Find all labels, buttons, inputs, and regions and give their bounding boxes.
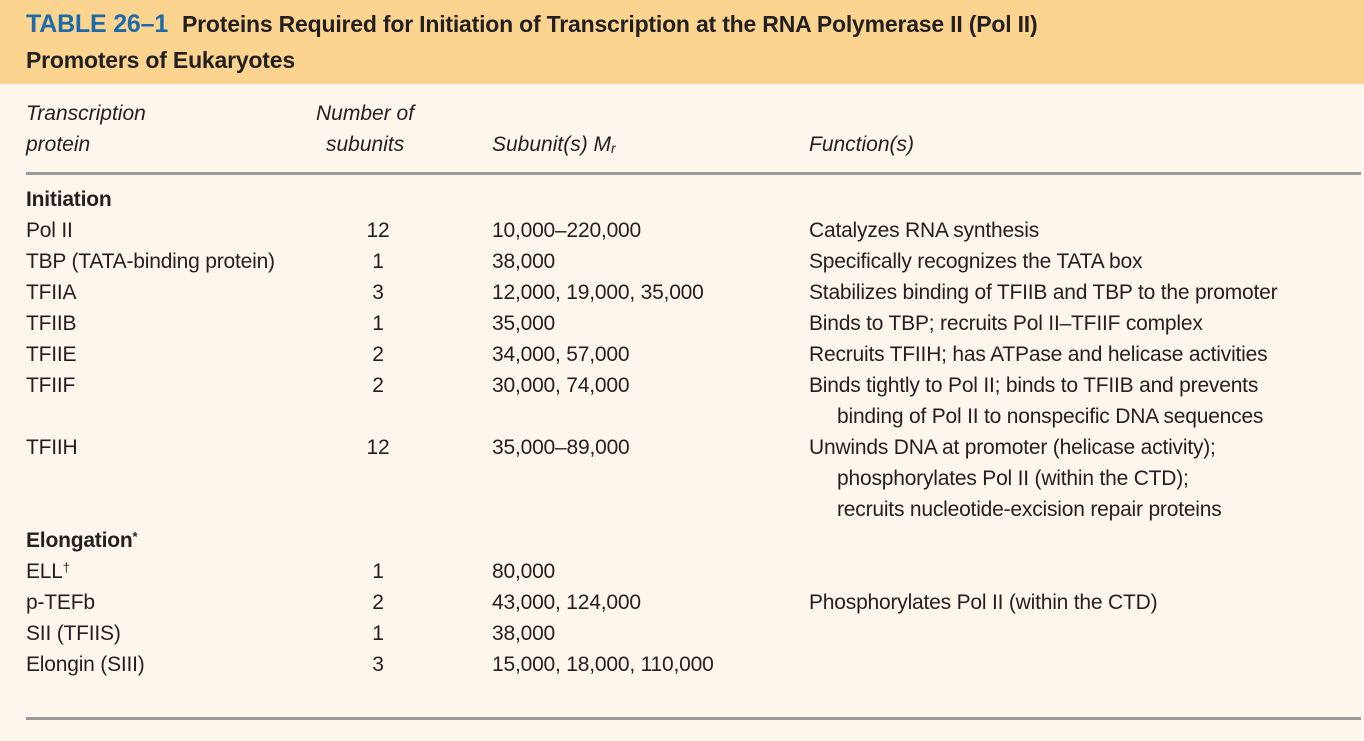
header-subunits: Number of subunits xyxy=(316,98,414,160)
protein-name: TFIIA xyxy=(26,281,77,304)
section-initiation: Initiation xyxy=(26,188,112,211)
table-row-function: Unwinds DNA at promoter (helicase activi… xyxy=(809,436,1216,459)
table-row-protein: TFIIF xyxy=(26,370,75,401)
table-row-function: Binds to TBP; recruits Pol II–TFIIF comp… xyxy=(809,312,1203,335)
table-row-subunits: 2 xyxy=(372,374,384,397)
header-mr-text: Subunit(s) M xyxy=(492,133,612,156)
table-title: TABLE 26–1 Proteins Required for Initiati… xyxy=(26,10,1038,39)
table-row-subunits: 12 xyxy=(366,219,390,242)
protein-name: TFIIF xyxy=(26,374,76,397)
protein-name: TFIIH xyxy=(26,436,78,459)
protein-name: p-TEFb xyxy=(26,591,95,614)
section-elongation-footnote-mark: * xyxy=(132,529,138,544)
table-row-mr: 10,000–220,000 xyxy=(492,219,642,242)
table-row-function: recruits nucleotide-excision repair prot… xyxy=(837,498,1222,521)
header-protein-line2: protein xyxy=(26,133,91,156)
table-row-mr: 34,000, 57,000 xyxy=(492,343,630,366)
section-elongation-label: Elongation xyxy=(26,529,133,552)
table-row-protein: TFIIA xyxy=(26,277,77,308)
table-row-subunits: 3 xyxy=(372,653,384,676)
table-row-protein: SII (TFIIS) xyxy=(26,618,121,649)
table-row-mr: 30,000, 74,000 xyxy=(492,374,630,397)
header-subunits-line1: Number of xyxy=(316,102,415,125)
table-row-mr: 15,000, 18,000, 110,000 xyxy=(492,653,714,676)
table-row-subunits: 1 xyxy=(372,250,384,273)
table-row-function: Binds tightly to Pol II; binds to TFIIB … xyxy=(809,374,1259,397)
table-row-function: Stabilizes binding of TFIIB and TBP to t… xyxy=(809,281,1278,304)
table-title-banner: TABLE 26–1 Proteins Required for Initiati… xyxy=(0,0,1364,84)
table-row-function: Phosphorylates Pol II (within the CTD) xyxy=(809,591,1158,614)
table-row-protein: Pol II xyxy=(26,215,73,246)
table-row-protein: TFIIH xyxy=(26,432,78,463)
protein-name: SII (TFIIS) xyxy=(26,622,121,645)
bottom-rule xyxy=(26,717,1361,720)
protein-footnote-mark: † xyxy=(62,560,70,575)
header-mr: Subunit(s) Mr xyxy=(492,129,616,160)
protein-name: Pol II xyxy=(26,219,73,242)
protein-name: Elongin (SIII) xyxy=(26,653,145,676)
table-title-line1: Proteins Required for Initiation of Tran… xyxy=(182,11,1038,37)
table-row-mr: 38,000 xyxy=(492,622,556,645)
table-row-mr: 38,000 xyxy=(492,250,556,273)
table-row-function: Catalyzes RNA synthesis xyxy=(809,219,1039,242)
table-row-mr: 80,000 xyxy=(492,560,556,583)
table-row-protein: TBP (TATA-binding protein) xyxy=(26,246,275,277)
header-mr-subscript: r xyxy=(611,140,616,156)
table-row-mr: 35,000–89,000 xyxy=(492,436,630,459)
table-row-function: phosphorylates Pol II (within the CTD); xyxy=(837,467,1189,490)
table-number: TABLE 26–1 xyxy=(26,10,169,38)
table-row-protein: TFIIB xyxy=(26,308,77,339)
header-subunits-line2: subunits xyxy=(326,133,405,156)
protein-name: TFIIB xyxy=(26,312,77,335)
table-row-subunits: 3 xyxy=(372,281,384,304)
header-function: Function(s) xyxy=(809,133,915,156)
header-protein: Transcription protein xyxy=(26,98,146,160)
table-row-mr: 43,000, 124,000 xyxy=(492,591,641,614)
table-row-subunits: 12 xyxy=(366,436,390,459)
table-row-mr: 12,000, 19,000, 35,000 xyxy=(492,281,704,304)
table-row-protein: Elongin (SIII) xyxy=(26,649,145,680)
table-row-subunits: 1 xyxy=(372,312,384,335)
table-row-protein: ELL† xyxy=(26,556,70,587)
table-title-line2: Promoters of Eukaryotes xyxy=(26,47,295,73)
table-row-function: Recruits TFIIH; has ATPase and helicase … xyxy=(809,343,1268,366)
protein-name: TFIIE xyxy=(26,343,77,366)
table-row-subunits: 1 xyxy=(372,622,384,645)
table-row-subunits: 2 xyxy=(372,343,384,366)
table-row-protein: TFIIE xyxy=(26,339,77,370)
table-row-subunits: 2 xyxy=(372,591,384,614)
table-row-function: binding of Pol II to nonspecific DNA seq… xyxy=(837,405,1264,428)
protein-name: TBP (TATA-binding protein) xyxy=(26,250,275,273)
protein-name: ELL xyxy=(26,560,63,583)
section-elongation: Elongation* xyxy=(26,525,138,556)
table-row-protein: p-TEFb xyxy=(26,587,95,618)
header-rule xyxy=(26,172,1361,175)
table-row-mr: 35,000 xyxy=(492,312,556,335)
header-protein-line1: Transcription xyxy=(26,102,146,125)
table-row-function: Specifically recognizes the TATA box xyxy=(809,250,1143,273)
table-row-subunits: 1 xyxy=(372,560,384,583)
